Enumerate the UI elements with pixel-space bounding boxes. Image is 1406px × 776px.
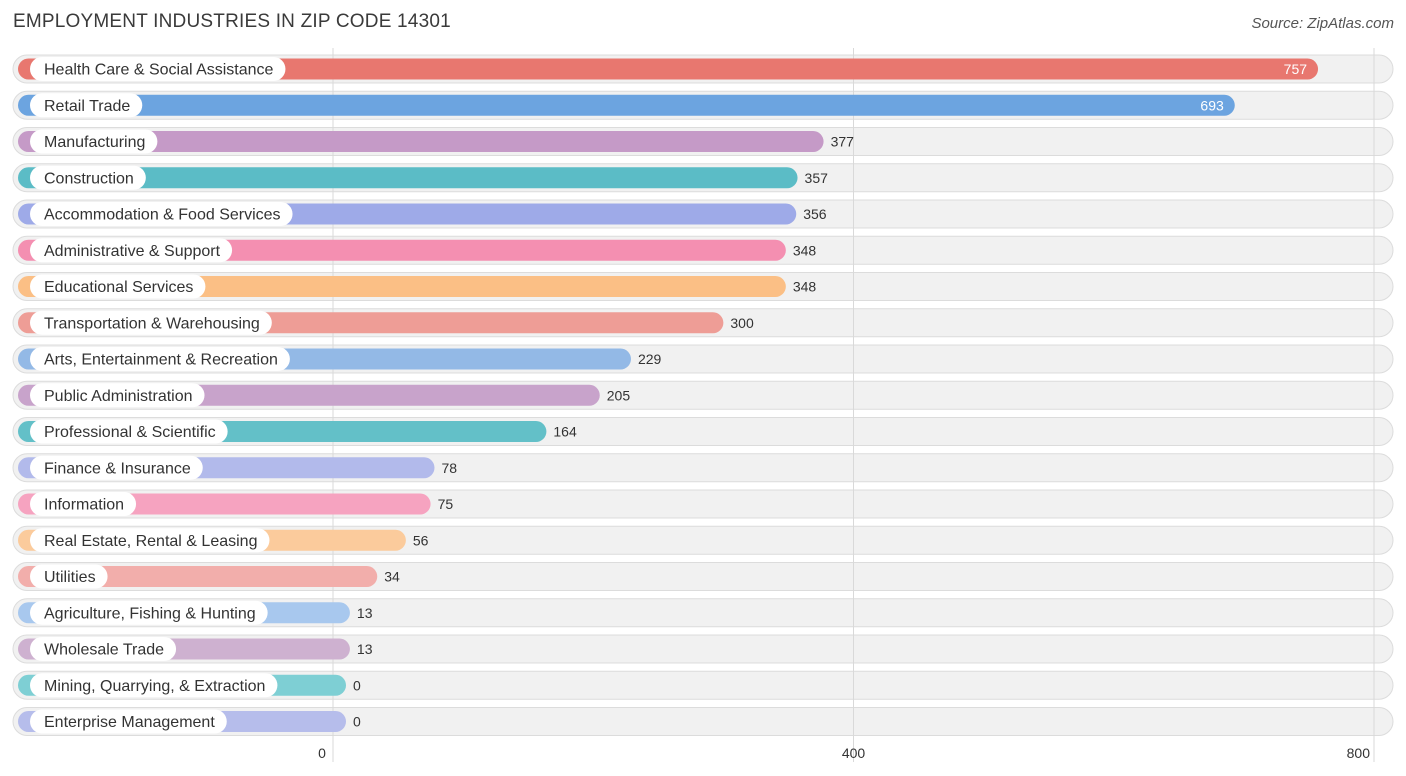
bar <box>18 94 1235 116</box>
value-label: 357 <box>805 170 829 186</box>
x-tick-label: 0 <box>318 745 326 761</box>
value-label: 377 <box>831 134 855 150</box>
category-label: Public Administration <box>44 388 193 405</box>
category-label: Agriculture, Fishing & Hunting <box>44 605 256 622</box>
category-label: Real Estate, Rental & Leasing <box>44 533 257 550</box>
value-label: 356 <box>803 206 827 222</box>
category-label-pill <box>30 492 137 516</box>
value-label: 0 <box>353 677 361 693</box>
row-background <box>12 598 1394 628</box>
category-label-pill <box>30 129 158 154</box>
category-label: Mining, Quarrying, & Extraction <box>44 678 265 695</box>
source-note: Source: ZipAtlas.com <box>1251 15 1394 32</box>
category-label-pill <box>30 673 278 698</box>
value-label: 757 <box>1284 61 1308 77</box>
row-background <box>12 634 1394 664</box>
row-background <box>12 707 1394 736</box>
category-label-pill <box>30 57 286 81</box>
x-tick-label: 400 <box>842 745 866 761</box>
category-label: Accommodation & Food Services <box>44 207 281 224</box>
value-label: 13 <box>357 641 373 657</box>
value-label: 56 <box>413 532 429 548</box>
bar <box>18 167 798 189</box>
value-label: 205 <box>607 387 631 403</box>
category-label-pill <box>30 455 203 480</box>
value-label: 75 <box>438 496 454 512</box>
value-label: 693 <box>1200 97 1224 113</box>
category-label: Educational Services <box>44 279 193 296</box>
category-label: Health Care & Social Assistance <box>44 62 274 79</box>
category-label-pill <box>30 383 205 408</box>
category-label-pill <box>30 310 272 335</box>
category-label: Utilities <box>44 569 96 586</box>
category-label-pill <box>30 637 177 661</box>
bar <box>18 276 786 297</box>
category-label-pill <box>30 600 268 625</box>
value-label: 348 <box>793 279 817 295</box>
category-label-pill <box>30 238 233 263</box>
category-label-pill <box>30 274 206 299</box>
category-label: Enterprise Management <box>44 714 215 731</box>
category-label: Professional & Scientific <box>44 424 216 441</box>
bar <box>18 131 824 152</box>
bar <box>18 58 1319 80</box>
value-label: 34 <box>384 569 400 585</box>
value-label: 300 <box>730 315 754 331</box>
value-label: 78 <box>441 460 457 476</box>
category-label-pill <box>30 347 290 371</box>
category-label: Transportation & Warehousing <box>44 315 260 332</box>
value-label: 164 <box>553 424 577 440</box>
category-label-pill <box>30 709 227 734</box>
category-label-pill <box>30 93 143 118</box>
category-label-pill <box>30 564 108 589</box>
value-label: 229 <box>638 351 662 367</box>
category-label: Information <box>44 497 124 514</box>
value-label: 13 <box>357 605 373 621</box>
category-label: Retail Trade <box>44 98 130 115</box>
x-tick-label: 800 <box>1347 745 1371 761</box>
category-label-pill <box>30 528 270 553</box>
category-label-pill <box>30 165 146 190</box>
category-label: Arts, Entertainment & Recreation <box>44 352 278 369</box>
value-label: 348 <box>793 242 817 258</box>
category-label: Construction <box>44 170 134 187</box>
chart-title: EMPLOYMENT INDUSTRIES IN ZIP CODE 14301 <box>13 11 451 32</box>
value-label: 0 <box>353 714 361 730</box>
category-label-pill <box>30 202 293 226</box>
category-label: Wholesale Trade <box>44 642 164 659</box>
bar <box>18 566 378 587</box>
category-label: Administrative & Support <box>44 243 221 260</box>
category-label: Manufacturing <box>44 134 145 151</box>
category-label-pill <box>30 419 228 444</box>
category-label: Finance & Insurance <box>44 460 191 477</box>
row-background <box>12 670 1394 700</box>
